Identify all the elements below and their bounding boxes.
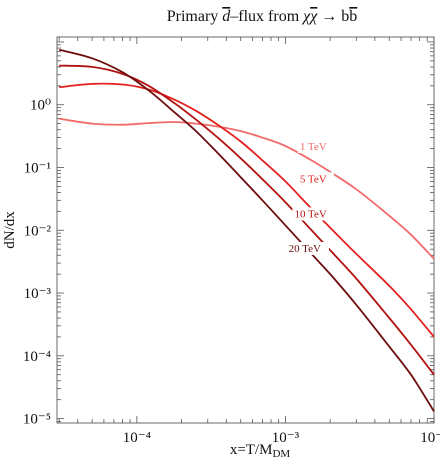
x-axis-label: x=T/MDM	[230, 442, 291, 460]
series-line-20-tev	[58, 48, 435, 412]
series-label-3: 20 TeV	[289, 243, 321, 255]
series-labels: 1 TeV 5 TeV 10 TeV 20 TeV	[286, 140, 335, 256]
series-label-0: 1 TeV	[300, 141, 327, 153]
series-label-bg-1	[297, 172, 334, 186]
x-axis-label-main: x=T/M	[230, 442, 273, 458]
x-tick-label-1: 10⁻³	[272, 430, 300, 446]
y-tick-label-2: 10⁻²	[24, 223, 52, 239]
y-axis-label: dN/dx	[2, 211, 18, 249]
x-tick-label-0: 10⁻⁴	[123, 430, 151, 446]
chart-title: Primary d–flux from χχ → bb	[167, 8, 358, 25]
series-group	[58, 48, 435, 412]
y-tick-label-4: 10⁻⁴	[23, 349, 51, 365]
y-tick-label-1: 10⁻¹	[24, 161, 51, 177]
x-axis-label-sub: DM	[272, 448, 290, 460]
x-tick-label-2: 10⁻²	[420, 430, 440, 446]
tick-labels: 10⁻⁴ 10⁻³ 10⁻² 10⁰ 10⁻¹ 10⁻² 10⁻³ 10⁻⁴ 10⁻⁵	[23, 98, 440, 446]
series-line-10-tev	[59, 64, 435, 376]
series-line-5-tev	[59, 82, 435, 338]
series-line-1-tev	[59, 117, 435, 260]
series-label-bg-0	[297, 140, 334, 154]
series-label-2: 10 TeV	[294, 208, 326, 220]
axis-ticks	[57, 37, 435, 423]
y-tick-label-3: 10⁻³	[24, 286, 52, 302]
series-label-1: 5 TeV	[300, 173, 327, 185]
plot-frame	[56, 36, 435, 424]
series-label-bg-2	[292, 207, 335, 221]
series-label-bg-3	[286, 242, 329, 256]
y-tick-label-0: 10⁰	[30, 98, 51, 114]
y-tick-label-5: 10⁻⁵	[23, 412, 51, 428]
